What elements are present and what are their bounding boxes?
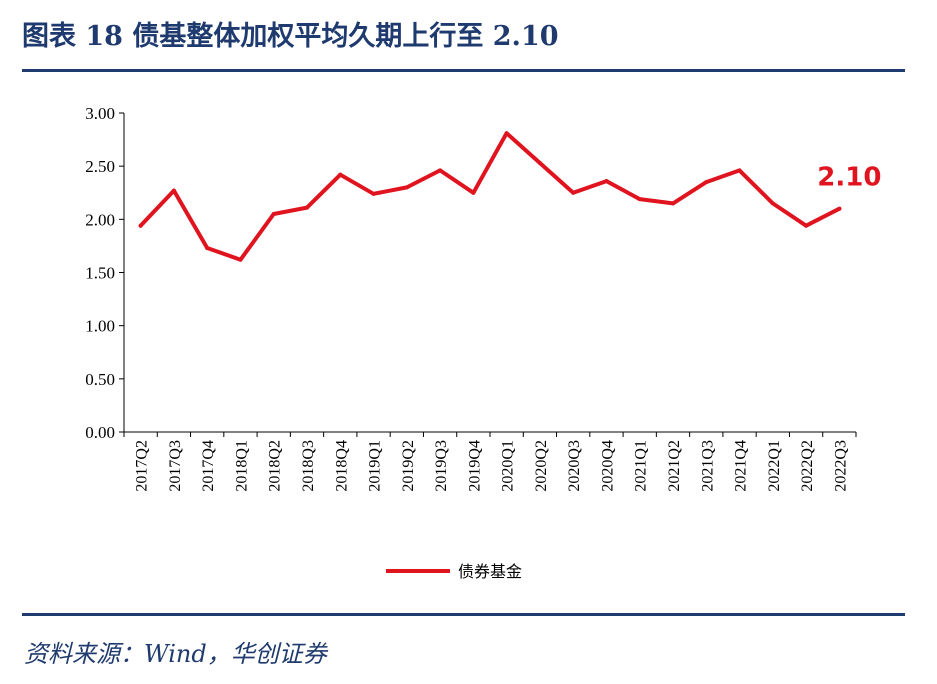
- x-tick-label: 2018Q3: [300, 440, 317, 492]
- x-tick-label: 2017Q4: [200, 440, 217, 492]
- data-point: [837, 206, 842, 211]
- x-tick-label: 2018Q4: [333, 440, 350, 492]
- y-tick-label: 2.00: [85, 210, 115, 229]
- x-tick-label: 2022Q3: [832, 440, 849, 492]
- data-point: [338, 172, 343, 177]
- data-point: [604, 179, 609, 184]
- x-tick-label: 2020Q4: [599, 440, 616, 492]
- x-tick-label: 2019Q2: [400, 440, 417, 492]
- data-point: [770, 201, 775, 206]
- x-tick-label: 2021Q2: [666, 440, 683, 492]
- last-value-annotation: 2.10: [817, 163, 881, 193]
- y-tick-label: 3.00: [85, 104, 115, 123]
- data-point: [804, 223, 809, 228]
- data-point: [637, 197, 642, 202]
- y-axis: 0.00 0.50 1.00 1.50 2.00 2.50 3.00: [85, 104, 125, 442]
- y-tick-label: 1.00: [85, 317, 115, 336]
- data-point: [471, 190, 476, 195]
- data-point: [504, 131, 509, 136]
- x-tick-label: 2020Q2: [533, 440, 550, 492]
- data-point: [671, 201, 675, 206]
- title-divider: [22, 69, 905, 72]
- x-tick-label: 2021Q1: [633, 440, 650, 492]
- x-tick-label: 2019Q4: [466, 440, 483, 492]
- x-tick-label: 2019Q1: [367, 440, 384, 492]
- data-point: [737, 168, 742, 173]
- x-tick-label: 2020Q3: [566, 440, 583, 492]
- chart-title: 图表 18 债基整体加权平均久期上行至 2.10: [22, 21, 559, 52]
- x-tick-label: 2017Q2: [134, 440, 151, 492]
- data-point: [371, 191, 376, 196]
- x-tick-label: 2021Q4: [733, 440, 750, 492]
- data-point: [404, 185, 409, 190]
- footer-divider: [22, 613, 905, 616]
- x-tick-label: 2021Q3: [699, 440, 716, 492]
- data-point: [704, 180, 709, 185]
- data-point: [305, 205, 309, 210]
- x-tick-label: 2019Q3: [433, 440, 450, 492]
- data-point: [138, 223, 143, 228]
- data-point: [238, 257, 243, 262]
- series-line-bond-fund: [138, 131, 842, 262]
- x-axis: 2017Q2 2017Q3 2017Q4 2018Q1 2018Q2 2018Q3 2018…: [123, 431, 857, 492]
- legend: 债券基金: [386, 562, 522, 581]
- y-tick-label: 1.50: [85, 264, 115, 283]
- data-point: [571, 190, 576, 195]
- legend-label: 债券基金: [458, 562, 522, 581]
- x-tick-label: 2017Q3: [167, 440, 184, 492]
- x-tick-label: 2020Q1: [500, 440, 517, 492]
- annotation-layer: 2.10: [817, 163, 881, 193]
- y-tick-label: 0.50: [85, 370, 115, 389]
- y-tick-label: 0.00: [85, 423, 115, 442]
- data-point: [171, 188, 176, 193]
- data-point: [537, 160, 542, 165]
- y-tick-label: 2.50: [85, 157, 115, 176]
- data-point: [271, 212, 276, 217]
- x-tick-label: 2018Q1: [233, 440, 250, 492]
- data-point: [205, 246, 210, 251]
- x-tick-label: 2022Q1: [766, 440, 783, 492]
- series-layer: [138, 131, 842, 262]
- x-tick-label: 2022Q2: [799, 440, 816, 492]
- data-point: [438, 168, 443, 173]
- x-tick-label: 2018Q2: [267, 440, 284, 492]
- source-note: 资料来源：Wind，华创证券: [24, 640, 327, 668]
